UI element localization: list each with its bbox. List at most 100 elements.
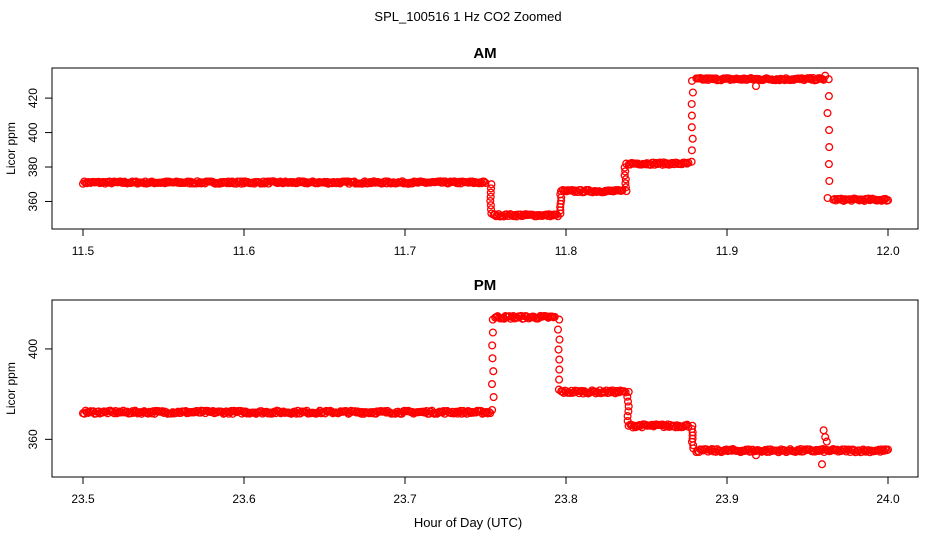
am-plot-frame: [51, 67, 919, 230]
data-point: [824, 92, 833, 101]
data-point: [555, 365, 564, 374]
data-point: [624, 407, 633, 416]
data-point: [883, 196, 893, 205]
y-tick-label: 400: [26, 339, 40, 359]
y-tick-label: 380: [26, 157, 40, 177]
data-point: [553, 325, 563, 334]
data-point: [689, 441, 698, 450]
data-point: [822, 437, 831, 446]
pm-x-axis: 23.5 23.6 23.7 23.8 23.9 24.0: [71, 476, 900, 506]
pm-data-points: [78, 311, 893, 469]
data-point: [486, 196, 495, 206]
data-point: [684, 158, 693, 167]
data-point: [823, 109, 832, 118]
data-point: [751, 451, 761, 460]
data-point: [883, 445, 893, 454]
data-point: [621, 167, 630, 176]
data-point: [821, 71, 830, 80]
data-point: [556, 190, 565, 199]
data-point: [488, 354, 497, 363]
data-point: [487, 180, 496, 189]
data-point: [486, 192, 495, 201]
data-point: [621, 388, 630, 397]
data-point: [622, 159, 631, 168]
data-point: [489, 393, 498, 402]
data-point: [487, 209, 496, 218]
am-data-points: [78, 71, 893, 221]
pm-y-axis: 360 400 Licor ppm: [4, 339, 53, 449]
data-point: [819, 75, 828, 84]
data-point: [623, 412, 632, 421]
data-point: [555, 335, 564, 344]
y-tick-label: 420: [26, 88, 40, 108]
data-point: [622, 187, 631, 196]
figure-title: SPL_100516 1 Hz CO2 Zoomed: [374, 9, 562, 24]
data-point: [486, 205, 496, 214]
data-point: [488, 315, 497, 324]
pm-panel-title: PM: [474, 277, 497, 294]
x-axis-label: Hour of Day (UTC): [413, 515, 523, 530]
x-tick-label: 24.0: [876, 492, 900, 506]
data-point: [554, 345, 563, 354]
x-tick-label: 11.9: [716, 244, 739, 258]
data-point: [621, 175, 630, 184]
data-point: [624, 402, 633, 411]
data-point: [487, 380, 497, 389]
data-point: [620, 163, 629, 172]
y-tick-label: 400: [26, 122, 40, 142]
data-point: [555, 315, 564, 324]
data-point: [687, 123, 696, 132]
data-point: [623, 397, 633, 406]
data-point: [488, 405, 497, 415]
data-point: [824, 160, 833, 169]
am-x-axis: 11.5 11.6 11.7 11.8 11.9 12.0: [72, 228, 900, 258]
y-tick-label: 360: [26, 429, 40, 449]
data-point: [819, 426, 828, 435]
x-tick-label: 11.8: [555, 244, 578, 258]
data-point: [489, 367, 498, 376]
data-point: [621, 183, 630, 192]
data-point: [823, 193, 832, 203]
data-point: [486, 201, 495, 210]
data-point: [486, 184, 496, 193]
y-tick-label: 360: [26, 191, 40, 211]
data-point: [624, 387, 633, 396]
data-point: [624, 421, 633, 430]
am-panel-title: AM: [473, 45, 496, 62]
x-tick-label: 11.6: [233, 244, 256, 258]
data-point: [825, 143, 834, 152]
data-point: [480, 177, 489, 186]
x-tick-label: 23.5: [71, 492, 95, 506]
am-y-axis-label: Licor ppm: [4, 122, 18, 175]
data-point: [688, 88, 697, 97]
am-panel: AM 11.5 11.6 11.7 11.8 11.9 12.0 360 380 400 420 Li…: [4, 45, 919, 258]
data-point: [689, 444, 698, 453]
x-tick-label: 11.5: [72, 244, 95, 258]
data-point: [821, 433, 830, 442]
data-point: [486, 188, 495, 197]
data-point: [687, 157, 696, 166]
data-point: [488, 328, 497, 337]
data-point: [683, 420, 692, 429]
data-point: [687, 111, 696, 120]
data-point: [688, 134, 697, 143]
x-tick-label: 23.6: [232, 492, 256, 506]
data-point: [556, 187, 566, 196]
data-point: [555, 355, 564, 364]
x-tick-label: 23.7: [393, 492, 417, 506]
data-point: [687, 76, 697, 85]
data-point: [817, 460, 827, 469]
data-point: [623, 392, 632, 401]
data-point: [620, 171, 629, 180]
data-point: [488, 341, 497, 350]
x-tick-label: 12.0: [876, 244, 900, 258]
data-point: [555, 375, 564, 384]
data-point: [687, 99, 696, 109]
x-tick-label: 23.8: [554, 492, 578, 506]
data-point: [623, 416, 632, 426]
data-point: [683, 159, 692, 168]
pm-panel: PM 23.5 23.6 23.7 23.8 23.9 24.0 360 400 Licor pp…: [4, 277, 919, 506]
am-y-axis: 360 380 400 420 Licor ppm: [4, 88, 53, 211]
data-point: [751, 82, 761, 91]
